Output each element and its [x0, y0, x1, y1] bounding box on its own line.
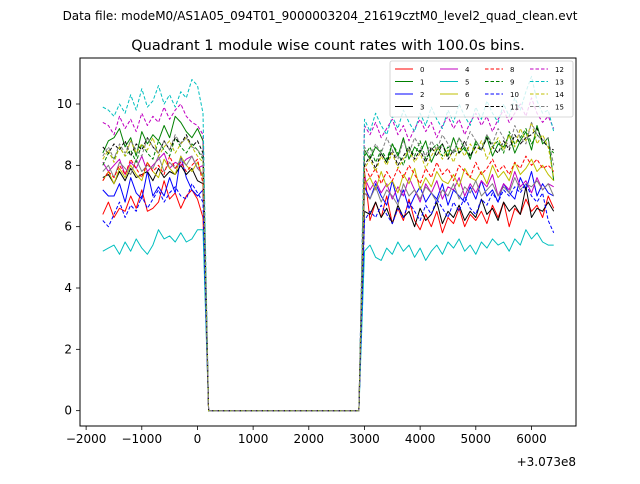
y-tick-label: 6	[64, 220, 72, 234]
legend-box	[389, 60, 574, 118]
y-tick-label: 8	[64, 158, 72, 172]
x-tick-label: −1000	[121, 432, 162, 446]
x-tick-label: 3000	[349, 432, 380, 446]
x-tick-label: 4000	[405, 432, 436, 446]
series-line-1	[102, 115, 555, 412]
y-tick-label: 10	[57, 97, 72, 111]
x-tick-label: 2000	[294, 432, 325, 446]
series-line-10	[102, 183, 555, 412]
legend-label-14: 14	[555, 91, 564, 99]
series-line-3	[102, 164, 555, 412]
legend-label-8: 8	[510, 66, 514, 74]
chart-title: Quadrant 1 module wise count rates with …	[131, 38, 525, 54]
axes-layer: −2000 −1000 0 1000 2000 3000 4000 5000 6000 0 2 4 6 8…	[57, 97, 547, 446]
y-tick-label: 4	[64, 281, 72, 295]
x-tick-label: 1000	[238, 432, 269, 446]
x-offset-label: +3.073e8	[517, 455, 576, 469]
legend-label-2: 2	[420, 91, 424, 99]
series-line-0	[102, 171, 555, 412]
legend-label-9: 9	[510, 79, 514, 87]
figure-suptitle: Data file: modeM0/AS1A05_094T01_90000032…	[63, 9, 578, 23]
series-line-11	[102, 128, 554, 412]
legend-label-3: 3	[420, 104, 424, 112]
x-tick-label: 6000	[516, 432, 547, 446]
x-tick-label: 5000	[461, 432, 492, 446]
legend-label-1: 1	[420, 79, 424, 87]
x-tick-label: −2000	[66, 432, 107, 446]
series-line-12	[102, 97, 555, 412]
legend-label-4: 4	[465, 66, 470, 74]
legend-label-5: 5	[465, 79, 469, 87]
y-tick-label: 0	[64, 404, 72, 418]
legend-label-11: 11	[510, 104, 519, 112]
plot-frame	[79, 57, 577, 427]
legend-label-12: 12	[555, 66, 564, 74]
series-line-9	[102, 128, 555, 412]
legend-label-10: 10	[510, 91, 519, 99]
x-tick-label: 0	[194, 432, 202, 446]
legend-label-7: 7	[465, 104, 469, 112]
series-layer	[102, 75, 555, 412]
legend-label-0: 0	[420, 66, 424, 74]
legend-label-15: 15	[555, 104, 564, 112]
series-line-15	[102, 121, 555, 412]
legend-label-6: 6	[465, 91, 470, 99]
series-line-2	[102, 155, 554, 412]
series-line-14	[102, 121, 555, 412]
legend-label-13: 13	[555, 79, 564, 87]
series-line-13	[102, 75, 555, 412]
y-tick-label: 2	[64, 342, 72, 356]
series-line-5	[102, 229, 554, 412]
